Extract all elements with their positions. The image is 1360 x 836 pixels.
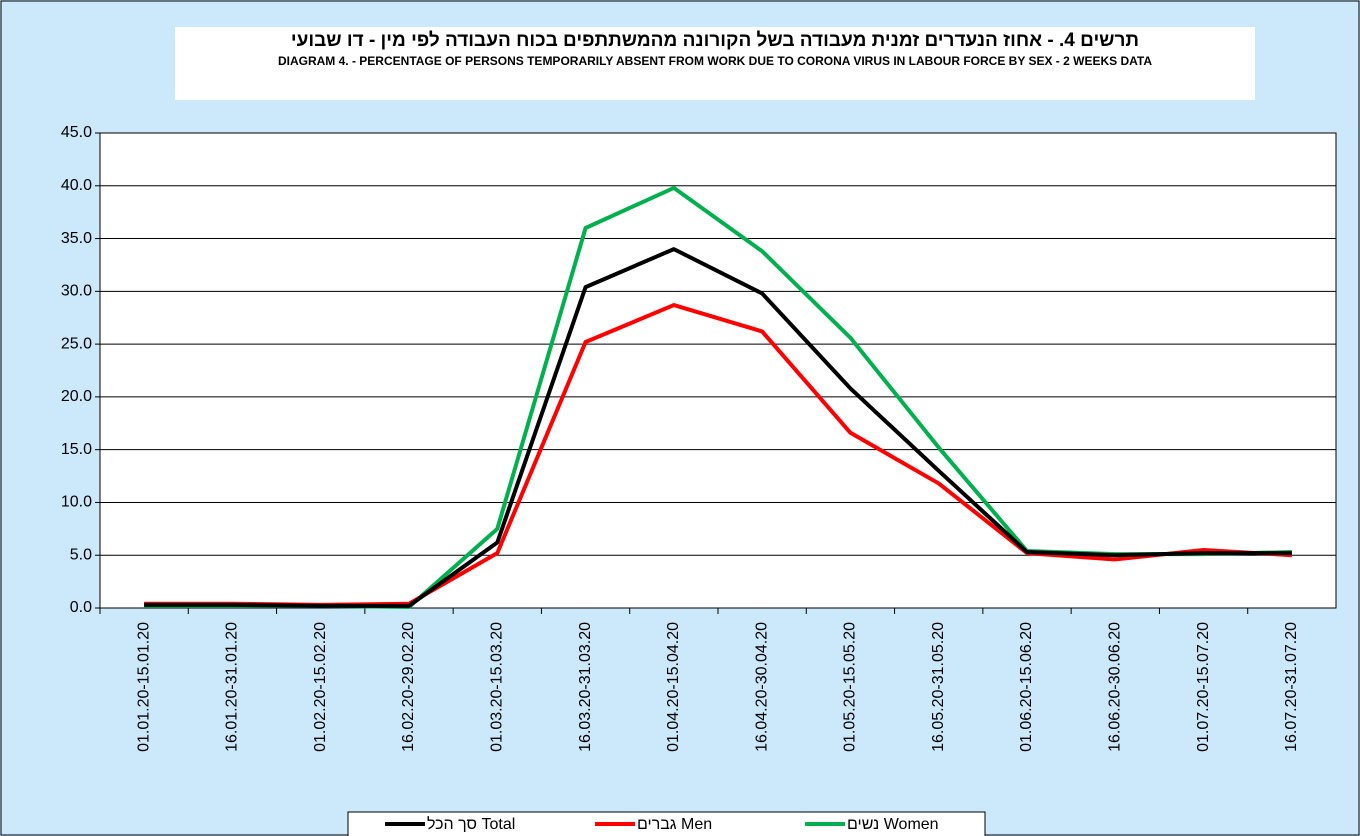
y-tick-label: 35.0	[61, 230, 92, 247]
axis-labels: 0.0 5.0 10.0 15.0 20.0 25.0 30.0 35.0 40.0 45.0 01…	[61, 124, 1300, 752]
legend-label: גברים Men	[637, 816, 712, 833]
y-tick-label: 15.0	[61, 441, 92, 458]
x-tick-label: 01.04.20-15.04.20	[665, 622, 682, 752]
title-box: תרשים 4. - אחוז הנעדרים זמנית מעבודה בשל…	[175, 27, 1255, 100]
x-tick-label: 01.01.20-15.01.20	[135, 622, 152, 752]
y-tick-label: 40.0	[61, 177, 92, 194]
x-tick-label: 16.07.20-31.07.20	[1283, 622, 1300, 752]
legend-items: סך הכל Total גברים Men נשים Women	[385, 815, 939, 833]
y-tick-label: 25.0	[61, 335, 92, 352]
y-tick-label: 5.0	[70, 546, 92, 563]
x-tick-label: 16.03.20-31.03.20	[577, 622, 594, 752]
x-tick-label: 16.04.20-30.04.20	[753, 622, 770, 752]
series-line	[144, 247, 1292, 608]
x-tick-label: 01.06.20-15.06.20	[1018, 622, 1035, 752]
x-tick-label: 16.01.20-31.01.20	[224, 622, 241, 752]
chart-subtitle: DIAGRAM 4. - PERCENTAGE OF PERSONS TEMPO…	[277, 54, 1153, 68]
y-tick-label: 45.0	[61, 124, 92, 141]
plot-area	[99, 132, 1337, 609]
x-tick-label: 16.02.20-29.02.20	[400, 622, 417, 752]
x-tick-label: 01.05.20-15.05.20	[842, 622, 859, 752]
y-tick-label: 0.0	[70, 599, 92, 616]
x-tick-label: 01.03.20-15.03.20	[489, 622, 506, 752]
x-tick-label: 16.06.20-30.06.20	[1107, 622, 1124, 752]
grid	[95, 132, 1336, 614]
legend-label: סך הכל Total	[427, 815, 515, 833]
legend	[347, 811, 986, 836]
series-lines	[144, 185, 1292, 609]
y-tick-label: 20.0	[61, 388, 92, 405]
x-tick-label: 16.05.20-31.05.20	[930, 622, 947, 752]
chart-title: תרשים 4. - אחוז הנעדרים זמנית מעבודה בשל…	[290, 30, 1140, 51]
legend-label: נשים Women	[847, 816, 939, 833]
x-tick-label: 01.02.20-15.02.20	[312, 622, 329, 752]
y-tick-label: 10.0	[61, 494, 92, 511]
y-tick-label: 30.0	[61, 283, 92, 300]
x-tick-label: 01.07.20-15.07.20	[1195, 622, 1212, 752]
